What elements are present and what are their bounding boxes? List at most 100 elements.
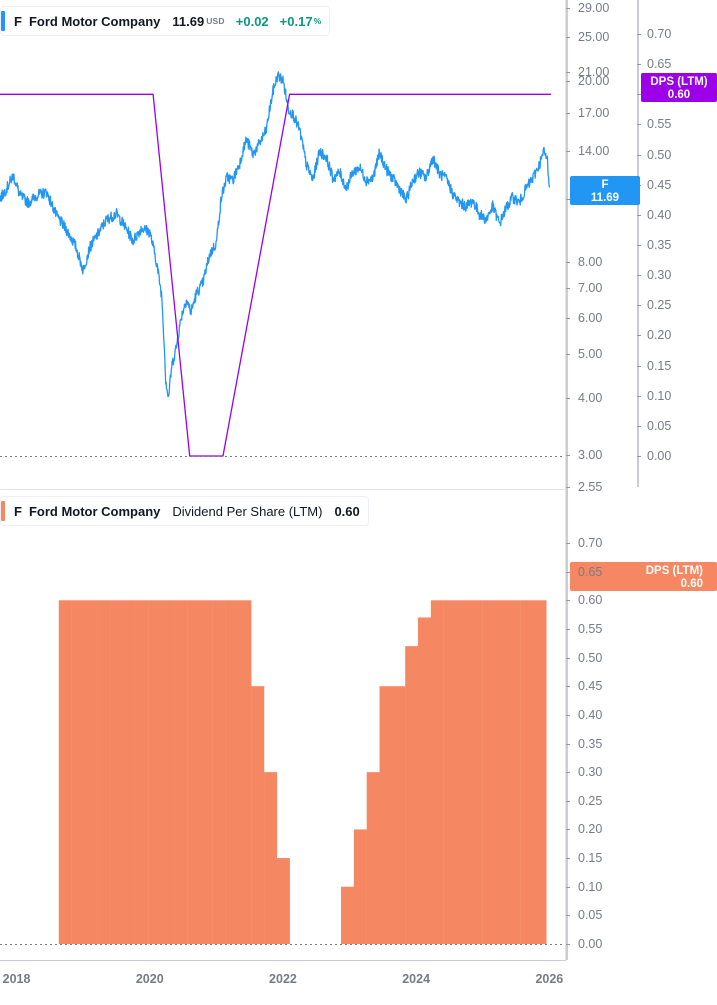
dps-bar[interactable] — [495, 600, 509, 944]
dps-axis-tick — [637, 395, 641, 397]
legend-price[interactable]: F Ford Motor Company 11.69 USD +0.02 +0.… — [0, 6, 331, 36]
dps-bar[interactable] — [405, 646, 419, 944]
price-axis-tick-label: 17.00 — [578, 106, 610, 121]
dps-bottom-badge-line1: DPS (LTM) — [645, 565, 703, 577]
dps-pane-axis-tick-label: 0.10 — [578, 879, 603, 894]
dps-overlay-line-path — [0, 93, 552, 457]
dps-bar[interactable] — [276, 858, 290, 944]
dps-bar[interactable] — [379, 686, 393, 944]
dps-pane-axis-tick-label: 0.05 — [578, 908, 603, 923]
price-badge-line2: 11.69 — [590, 192, 620, 204]
dps-baseline-dotted — [0, 944, 566, 945]
price-axis-tick — [566, 113, 570, 115]
price-axis-tick-label: 8.00 — [578, 254, 603, 269]
dps-bar[interactable] — [212, 600, 226, 944]
legend-dps[interactable]: F Ford Motor Company Dividend Per Share … — [0, 496, 369, 526]
dps-bar[interactable] — [251, 686, 265, 944]
time-axis-tick-label: 2026 — [535, 972, 564, 986]
dps-bar[interactable] — [264, 772, 278, 944]
dps-axis-tick-label: 0.15 — [647, 358, 672, 373]
dps-pane-axis-tick-label: 0.45 — [578, 679, 603, 694]
price-axis-tick — [566, 37, 570, 39]
dps-axis[interactable]: 0.70 0.65 0.60 0.55 0.50 0.45 0.40 0.35 0.30 0.25… — [636, 0, 717, 1005]
pane-separator[interactable] — [0, 489, 566, 490]
dps-bar[interactable] — [148, 600, 162, 944]
dps-axis-line — [637, 0, 639, 487]
dps-value-badge-bottom[interactable]: DPS (LTM) 0.60 — [570, 562, 717, 591]
dps-bar[interactable] — [135, 600, 149, 944]
dps-axis-tick — [637, 335, 641, 337]
dps-bar[interactable] — [507, 600, 521, 944]
dps-bar[interactable] — [122, 600, 136, 944]
dps-pane-axis-tick — [566, 600, 570, 602]
dps-pane-axis-tick-label: 0.20 — [578, 822, 603, 837]
dps-bar[interactable] — [161, 600, 175, 944]
price-axis-tick — [566, 261, 570, 263]
dps-bar[interactable] — [520, 600, 534, 944]
dps-bar[interactable] — [456, 600, 470, 944]
price-axis-tick-label: 2.55 — [578, 480, 603, 494]
dps-axis-tick-label: 0.25 — [647, 298, 672, 313]
dps-bar[interactable] — [353, 829, 367, 944]
legend-last-price: 11.69 — [172, 13, 205, 29]
dps-pane-axis-tick-label: 0.70 — [578, 536, 603, 550]
dps-pane-axis-tick — [566, 829, 570, 831]
dps-pane-axis-tick-label: 0.25 — [578, 793, 603, 808]
time-axis-tick-label: 2018 — [2, 972, 31, 986]
dps-bar[interactable] — [225, 600, 239, 944]
dps-bar[interactable] — [418, 617, 432, 944]
price-value-badge[interactable]: F 11.69 — [570, 176, 640, 205]
price-axis-tick — [566, 318, 570, 320]
dps-value-badge-top[interactable]: DPS (LTM) 0.60 — [641, 73, 717, 102]
dps-bar[interactable] — [533, 600, 547, 944]
dps-bar[interactable] — [71, 600, 85, 944]
legend-dps-company-name: Ford Motor Company — [28, 503, 161, 519]
dps-axis-tick-label: 0.30 — [647, 268, 672, 283]
dps-axis-tick — [637, 245, 641, 246]
dps-pane-axis-tick-label: 0.00 — [578, 937, 603, 951]
dps-bar[interactable] — [482, 600, 496, 944]
dps-bar[interactable] — [58, 600, 72, 944]
dps-axis-tick-label: 0.20 — [647, 328, 672, 343]
dps-axis-tick-label: 0.00 — [647, 449, 672, 463]
dps-axis-tick — [637, 94, 641, 96]
legend-change-abs: +0.02 — [235, 13, 269, 29]
price-axis-tick-label: 3.00 — [578, 447, 603, 462]
dps-bar[interactable] — [174, 600, 188, 944]
dps-pane-axis-tick — [566, 858, 570, 860]
dps-axis-tick-label: 0.10 — [647, 388, 672, 403]
dps-bar[interactable] — [84, 600, 98, 944]
dps-pane-axis-tick-label: 0.60 — [578, 593, 603, 608]
dps-axis-tick-label: 0.70 — [647, 27, 672, 41]
dps-bar[interactable] — [238, 600, 252, 944]
dps-bar[interactable] — [430, 600, 444, 944]
dps-axis-tick — [637, 64, 641, 66]
dps-bar[interactable] — [199, 600, 213, 944]
dps-pane-axis-tick — [566, 714, 570, 716]
dps-axis-tick — [637, 305, 641, 307]
dps-bar[interactable] — [187, 600, 201, 944]
dps-pane-axis-tick-label: 0.30 — [578, 765, 603, 780]
dps-bar[interactable] — [443, 600, 457, 944]
price-baseline-dotted — [0, 456, 566, 457]
dps-bar[interactable] — [366, 772, 380, 944]
dps-bar[interactable] — [469, 600, 483, 944]
dps-bar[interactable] — [341, 886, 355, 944]
price-axis-tick-label: 4.00 — [578, 391, 603, 406]
dps-pane-axis-tick-label: 0.65 — [578, 564, 603, 579]
dps-pane[interactable] — [0, 491, 566, 960]
legend-percent-symbol: % — [313, 16, 322, 26]
price-pane[interactable] — [0, 0, 566, 490]
time-axis[interactable]: 2018 2020 2022 2024 2026 — [0, 960, 717, 1005]
dps-bottom-badge-line2: 0.60 — [680, 578, 703, 590]
dps-bar[interactable] — [392, 686, 406, 944]
legend-company-name: Ford Motor Company — [28, 13, 161, 29]
dps-pane-axis-tick — [566, 657, 570, 659]
dps-bar[interactable] — [110, 600, 124, 944]
dps-axis-tick — [637, 425, 641, 427]
dps-bar[interactable] — [97, 600, 111, 944]
price-axis-tick — [566, 81, 570, 83]
price-axis-tick-label: 14.00 — [578, 144, 610, 159]
dps-axis-tick — [637, 456, 641, 457]
